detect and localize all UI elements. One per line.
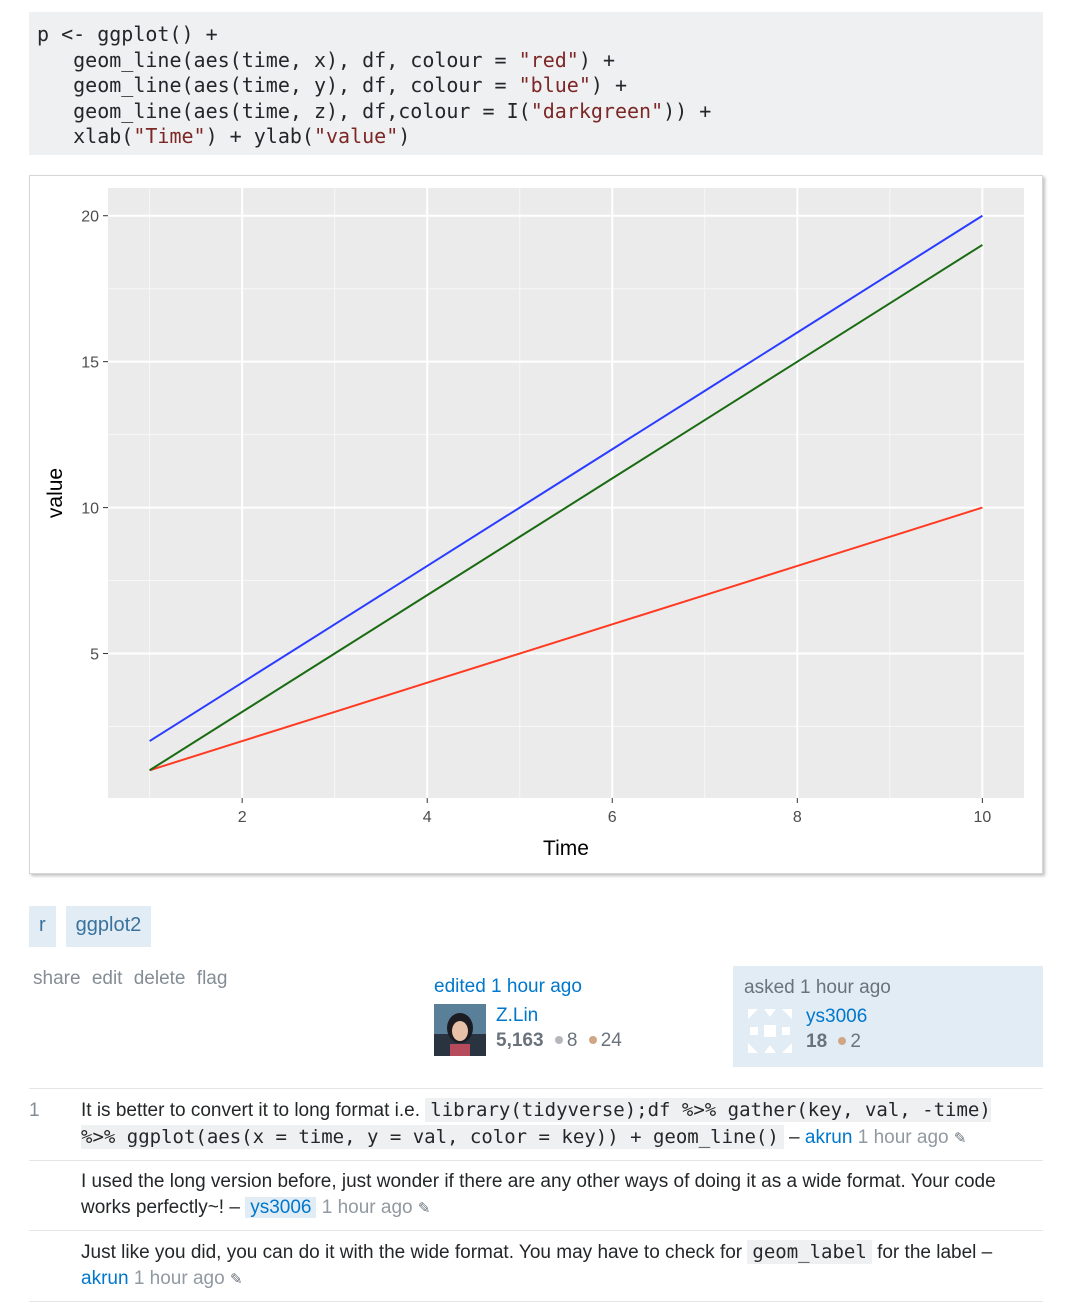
bronze-badges: 24 <box>588 1030 622 1051</box>
y-axis-title: value <box>44 468 67 518</box>
edited-time[interactable]: edited 1 hour ago <box>434 976 582 997</box>
comment-user[interactable]: ys3006 <box>245 1197 317 1218</box>
comment-time[interactable]: 1 hour ago <box>857 1127 949 1148</box>
x-tick-label: 6 <box>608 809 617 826</box>
asked-time[interactable]: asked 1 hour ago <box>744 977 891 998</box>
tag-r[interactable]: r <box>29 906 56 947</box>
comment-time[interactable]: 1 hour ago <box>321 1197 413 1218</box>
code-line: geom_line(aes(time, z), df,colour = I("d… <box>37 98 712 123</box>
code-line: xlab("Time") + ylab("value") <box>37 124 411 148</box>
editor-name[interactable]: Z.Lin <box>496 1005 539 1026</box>
pencil-icon: ✎ <box>229 1271 243 1288</box>
comment: I used the long version before, just won… <box>29 1161 1043 1231</box>
asker-signature: asked 1 hour ago ys3006 18 2 <box>733 966 1043 1067</box>
post-menu: share edit delete flag <box>33 968 233 990</box>
line-chart: 2 4 6 8 10 5 10 15 20 Time value <box>44 188 1024 860</box>
series-line-2 <box>149 214 983 742</box>
asker-reputation: 18 2 <box>806 1031 861 1052</box>
silver-badges: 8 <box>554 1030 577 1051</box>
pencil-icon: ✎ <box>953 1130 967 1147</box>
code-block: p <- ggplot() + geom_line(aes(time, x), … <box>29 12 1043 155</box>
plot-panel <box>108 188 1024 798</box>
code-line: p <- ggplot() + <box>37 22 218 46</box>
share-link[interactable]: share <box>33 968 81 989</box>
comment: 1 It is better to convert it to long for… <box>29 1089 1043 1161</box>
comment: Just like you did, you can do it with th… <box>29 1231 1043 1302</box>
comment-score: 1 <box>29 1100 40 1121</box>
code-line: geom_line(aes(time, x), df, colour = "re… <box>37 47 615 72</box>
chart-image: 2 4 6 8 10 5 10 15 20 Time value <box>29 175 1043 874</box>
editor-reputation: 5,163 8 24 <box>496 1030 622 1051</box>
y-tick-label: 10 <box>81 501 99 518</box>
y-tick-label: 5 <box>90 647 99 664</box>
y-tick-label: 20 <box>81 209 99 226</box>
comment-text: Just like you did, you can do it with th… <box>81 1242 748 1263</box>
comment-text: It is better to convert it to long forma… <box>81 1100 426 1121</box>
comment-code: geom_label <box>747 1240 872 1264</box>
y-tick-label: 15 <box>81 355 99 372</box>
x-axis-title: Time <box>543 837 589 860</box>
asker-identicon[interactable] <box>744 1005 796 1057</box>
editor-signature: edited 1 hour ago Z.Lin 5,163 8 24 <box>434 974 724 1066</box>
editor-avatar[interactable] <box>434 1004 486 1056</box>
edit-link[interactable]: edit <box>91 968 123 989</box>
x-tick-label: 10 <box>973 809 991 826</box>
series-line-1 <box>149 506 983 772</box>
flag-link[interactable]: flag <box>196 968 228 989</box>
series-line-3 <box>149 244 983 772</box>
x-tick-label: 2 <box>238 809 247 826</box>
comment-text: I used the long version before, just won… <box>81 1171 996 1218</box>
x-tick-label: 8 <box>793 809 802 826</box>
x-tick-label: 4 <box>423 809 432 826</box>
asker-name[interactable]: ys3006 <box>806 1006 868 1027</box>
tag-list: r ggplot2 <box>29 906 152 947</box>
bronze-badges: 2 <box>838 1031 861 1052</box>
comment-user[interactable]: akrun <box>81 1268 129 1289</box>
delete-link[interactable]: delete <box>133 968 186 989</box>
comments-list: 1 It is better to convert it to long for… <box>29 1088 1043 1302</box>
comment-time[interactable]: 1 hour ago <box>133 1268 225 1289</box>
tag-ggplot2[interactable]: ggplot2 <box>65 906 152 947</box>
comment-user[interactable]: akrun <box>804 1127 853 1148</box>
code-line: geom_line(aes(time, y), df, colour = "bl… <box>37 73 628 97</box>
pencil-icon: ✎ <box>417 1200 431 1217</box>
